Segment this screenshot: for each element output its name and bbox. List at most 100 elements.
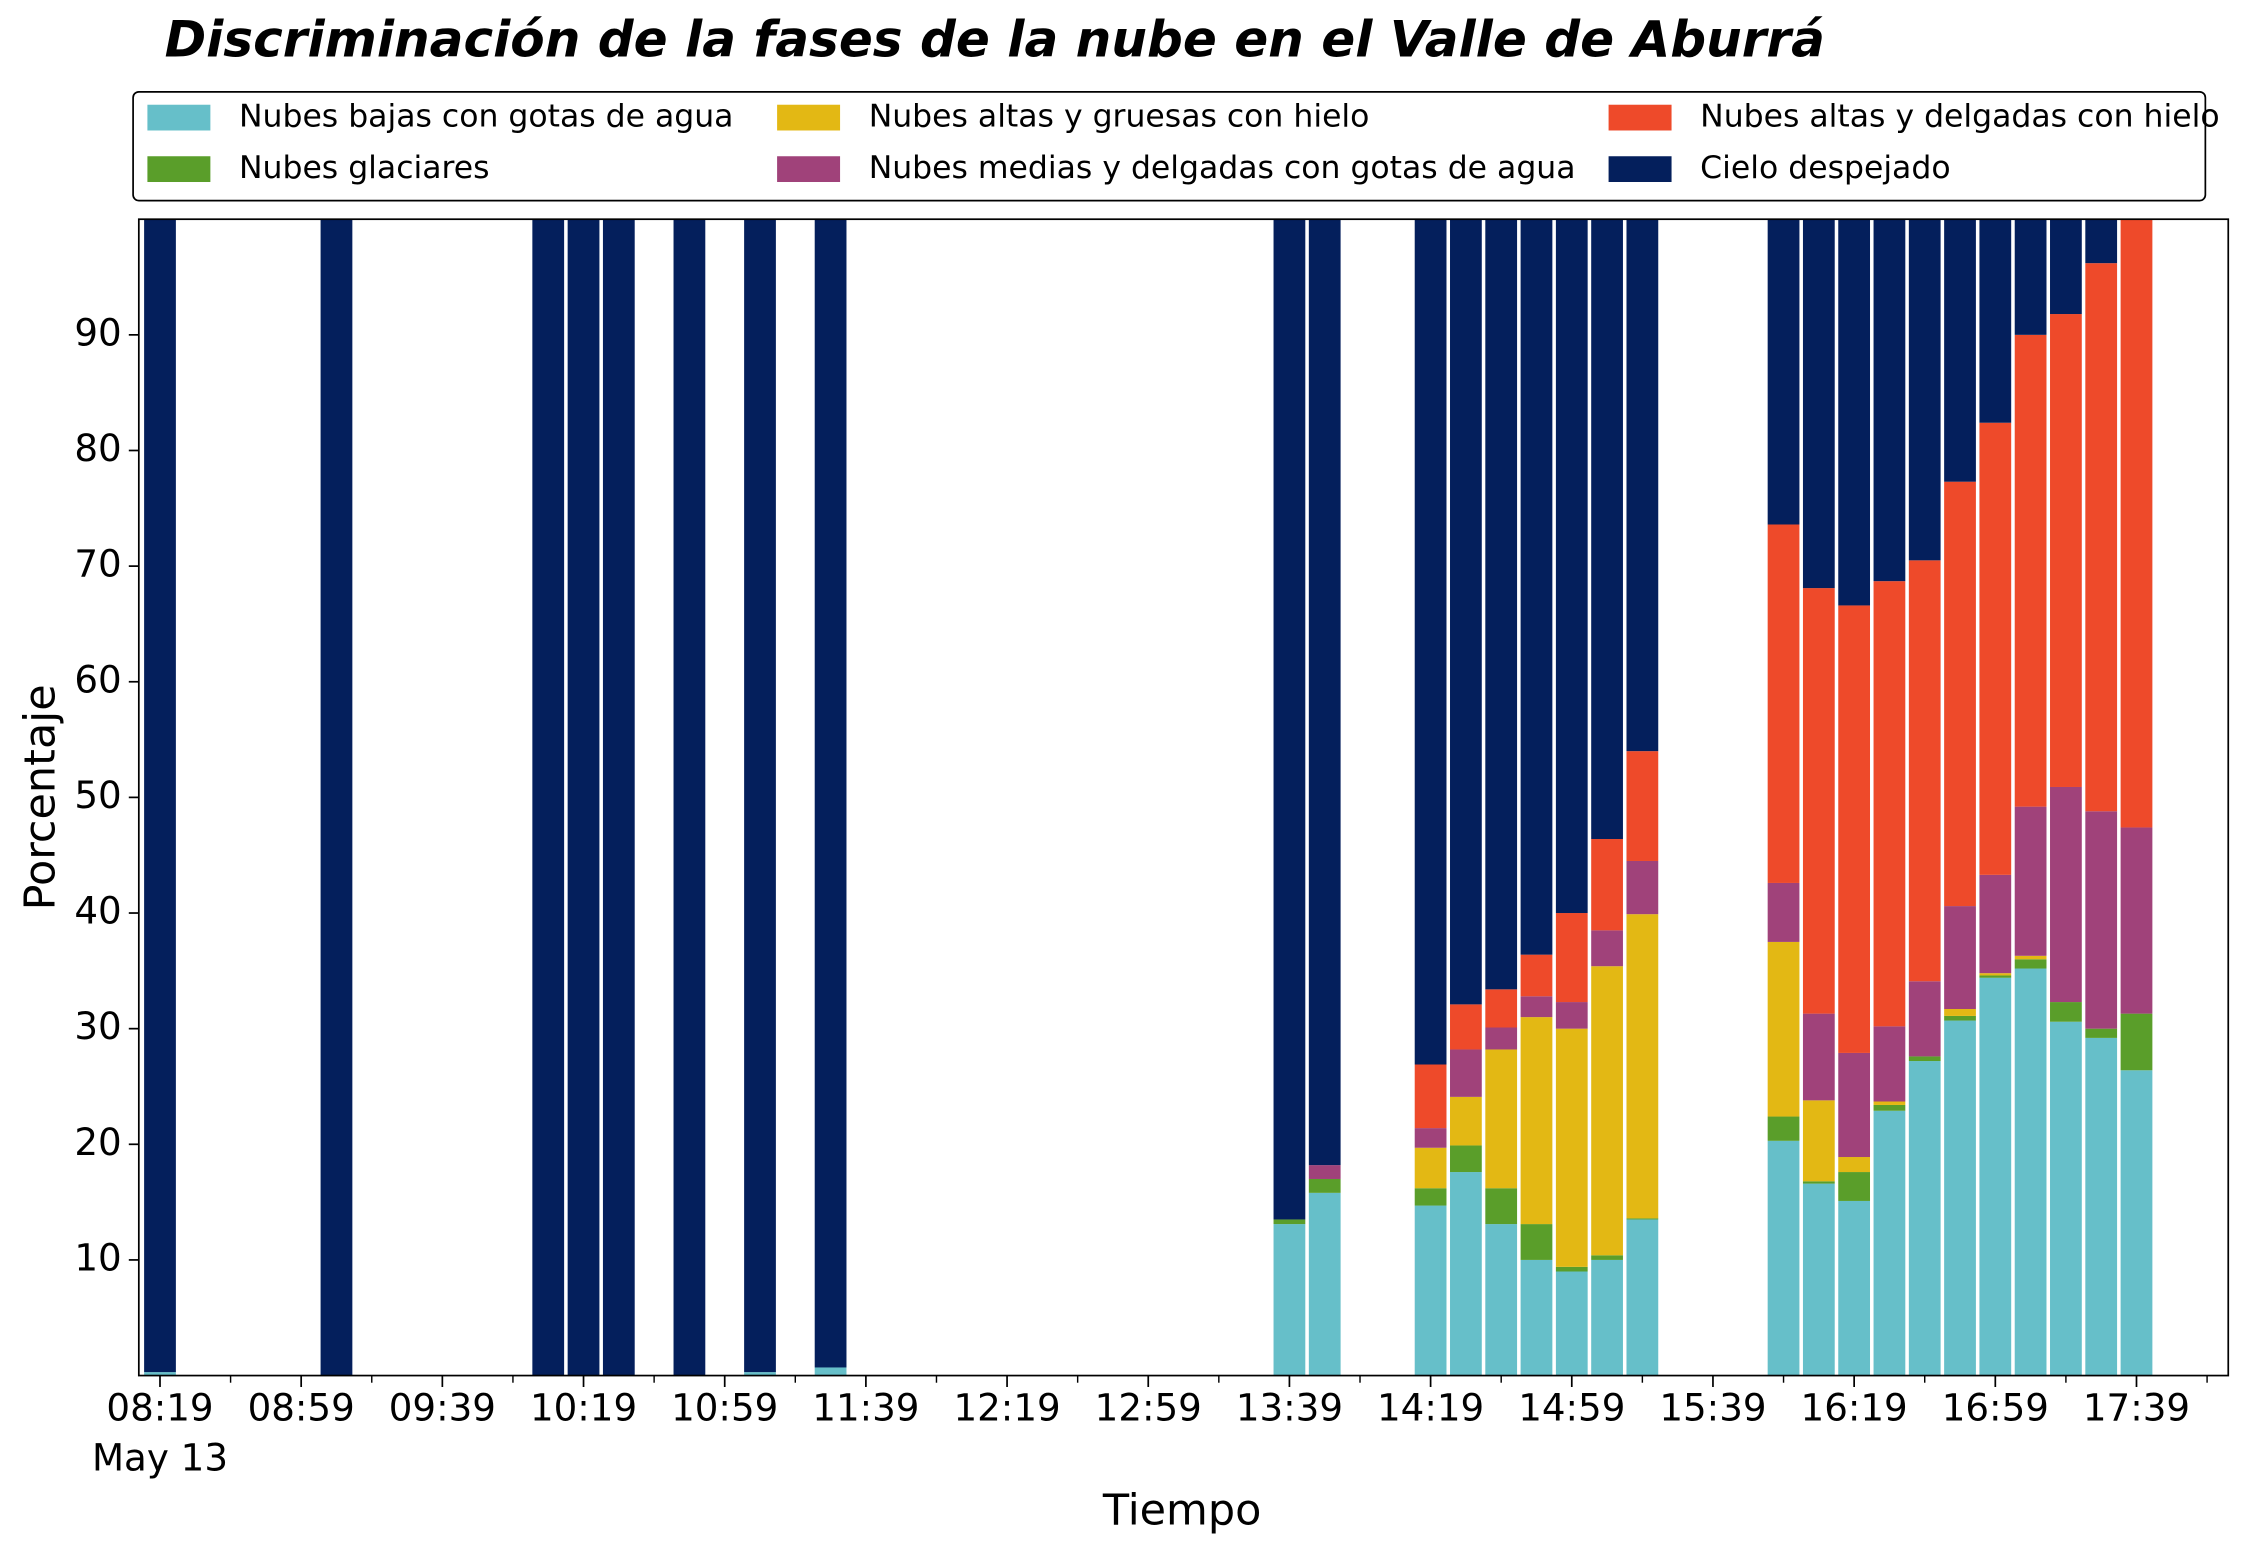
y-tick-label: 10 <box>74 1235 121 1279</box>
bar-segment <box>1626 914 1659 1219</box>
x-tick-label: 11:39 <box>812 1385 919 1429</box>
x-tick-label: 08:59 <box>248 1385 355 1429</box>
bar-segment <box>673 219 706 1376</box>
bar-segment <box>1767 1116 1800 1141</box>
bar-segment <box>2050 314 2082 787</box>
y-tick-label: 70 <box>74 542 121 586</box>
bar-segment <box>1979 973 2012 976</box>
bar-segment <box>1520 996 1553 1018</box>
bar-segment <box>602 219 635 1376</box>
x-tick-label: 12:19 <box>953 1385 1060 1429</box>
bar-segment <box>1450 1004 1482 1050</box>
bar-segment <box>1802 1181 1835 1184</box>
bar-segment <box>1838 1052 1871 1158</box>
bar-segment <box>2050 1002 2082 1022</box>
bar-segment <box>1944 1015 1976 1021</box>
bar-segment <box>1520 219 1553 955</box>
bar-segment <box>1626 219 1659 752</box>
bar-segment <box>2050 786 2082 1003</box>
bar-segment <box>1591 219 1623 840</box>
bar-segment <box>1414 1064 1447 1129</box>
bar-segment <box>1273 1224 1306 1376</box>
bar-segment <box>1450 1145 1482 1173</box>
bar-segment <box>814 1367 847 1376</box>
bar-segment <box>1414 1205 1447 1376</box>
bar-segment <box>1485 219 1518 990</box>
bar-segment <box>1520 1224 1553 1260</box>
bar-segment <box>1485 1224 1518 1376</box>
y-tick-label: 50 <box>74 773 121 817</box>
bar-segment <box>1873 1026 1906 1102</box>
bar-segment <box>1273 219 1306 1220</box>
bar-segment <box>144 1372 176 1376</box>
bar-segment <box>1308 1178 1341 1193</box>
bar-segment <box>1802 588 1835 1014</box>
x-tick-label: 09:39 <box>389 1385 496 1429</box>
bar-segment <box>1414 1188 1447 1206</box>
x-tick-label: 10:59 <box>671 1385 778 1429</box>
bar-segment <box>1626 860 1659 915</box>
y-tick-label: 40 <box>74 889 121 933</box>
legend-label: Nubes medias y delgadas con gotas de agu… <box>869 150 1576 186</box>
bar-segment <box>1944 906 1976 1010</box>
bar-segment <box>2085 219 2118 264</box>
y-tick-label: 30 <box>74 1004 121 1048</box>
bar-segment <box>2014 806 2047 956</box>
bar-segment <box>1308 219 1341 1166</box>
bar-segment <box>1908 219 1941 561</box>
x-tick-label: 15:39 <box>1659 1385 1766 1429</box>
bar-segment <box>1979 977 2012 1376</box>
bar-segment <box>320 219 353 1376</box>
bar-segment <box>2014 334 2047 807</box>
x-tick-label: 16:19 <box>1801 1385 1908 1429</box>
bar-segment <box>1520 954 1553 997</box>
bar-segment <box>2085 263 2118 812</box>
bar-segment <box>1450 1096 1482 1146</box>
legend-swatch <box>777 156 841 183</box>
y-tick-label: 60 <box>74 657 121 701</box>
legend-swatch <box>1608 104 1672 131</box>
bar-segment <box>1591 839 1623 931</box>
bar-segment <box>1308 1165 1341 1179</box>
bar-segment <box>1767 1140 1800 1376</box>
bar-segment <box>1838 1200 1871 1376</box>
bar-segment <box>1838 1157 1871 1173</box>
bar-segment <box>2050 1021 2082 1376</box>
bar-segment <box>1767 941 1800 1117</box>
bar-segment <box>1979 975 2012 978</box>
bar-segment <box>1873 1110 1906 1376</box>
bar-segment <box>2050 219 2082 315</box>
bar-segment <box>2120 1070 2153 1376</box>
x-axis-label: Tiempo <box>1102 1485 1262 1535</box>
bar-segment <box>1873 1101 1906 1105</box>
bar-segment <box>1485 1188 1518 1225</box>
bar-segment <box>1767 219 1800 525</box>
bar-segment <box>744 1372 776 1376</box>
bar-segment <box>1273 1219 1306 1225</box>
x-tick-label: 10:19 <box>530 1385 637 1429</box>
x-tick-label: 14:19 <box>1377 1385 1484 1429</box>
bar-segment <box>2120 219 2153 828</box>
x-tick-label: 14:59 <box>1518 1385 1625 1429</box>
bar-segment <box>1591 930 1623 967</box>
x-tick-label: 17:39 <box>2083 1385 2190 1429</box>
bar-segment <box>1520 1017 1553 1225</box>
bar-segment <box>1485 1027 1518 1050</box>
bar-segment <box>1873 1104 1906 1111</box>
bar-segment <box>1802 219 1835 589</box>
bar-segment <box>1485 989 1518 1028</box>
bar-segment <box>744 219 776 1373</box>
bar-segment <box>1591 1259 1623 1376</box>
bar-segment <box>1838 1172 1871 1201</box>
bar-segment <box>2085 1028 2118 1038</box>
bar-segment <box>1944 1009 1976 1016</box>
bar-segment <box>1485 1049 1518 1189</box>
bar-segment <box>1944 219 1976 482</box>
bar-segment <box>1979 422 2012 875</box>
bar-segment <box>1838 605 1871 1053</box>
chart-title: Discriminación de la fases de la nube en… <box>165 11 1825 69</box>
bar-segment <box>1555 1002 1588 1029</box>
x-date-label: May 13 <box>92 1435 228 1479</box>
legend-label: Nubes altas y gruesas con hielo <box>869 99 1370 135</box>
